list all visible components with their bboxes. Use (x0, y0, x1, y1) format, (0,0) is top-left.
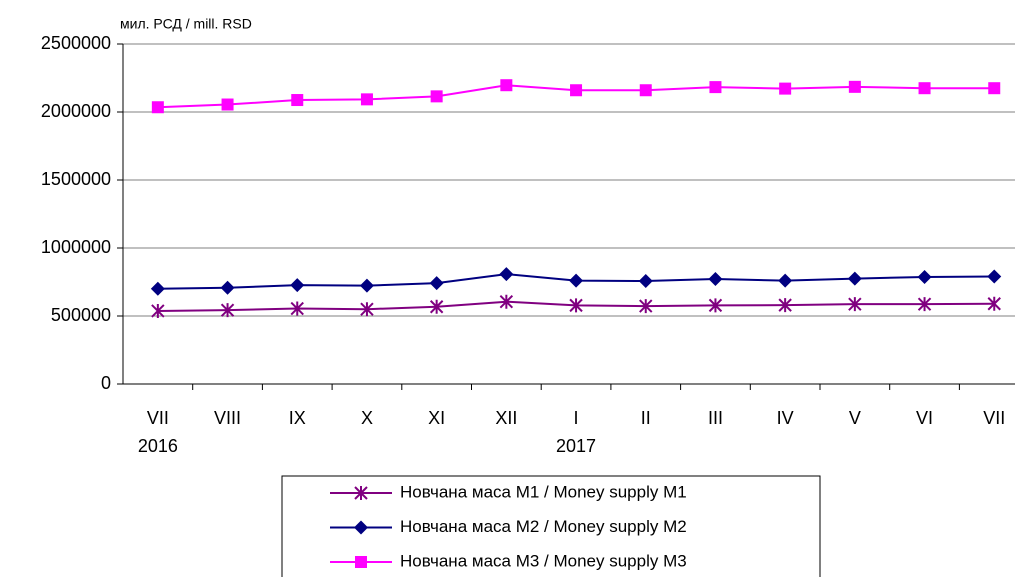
marker (987, 296, 1001, 311)
marker (917, 297, 932, 312)
marker (290, 278, 305, 293)
marker (359, 278, 374, 293)
marker (847, 271, 862, 286)
marker (220, 303, 235, 318)
marker (290, 301, 304, 316)
marker (221, 98, 234, 111)
x-tick-label: I (574, 408, 579, 428)
year-label: 2016 (138, 436, 178, 456)
x-tick-label: VII (983, 408, 1005, 428)
marker (151, 303, 165, 318)
marker (639, 299, 653, 314)
legend-marker (354, 520, 368, 535)
y-tick-label: 1000000 (41, 237, 111, 257)
x-tick-label: IX (289, 408, 306, 428)
y-tick-label: 1500000 (41, 169, 111, 189)
marker (499, 294, 514, 309)
marker (778, 273, 793, 288)
x-tick-label: VI (916, 408, 933, 428)
marker (360, 302, 374, 317)
y-tick-label: 0 (101, 373, 111, 393)
marker (499, 267, 514, 282)
y-tick-label: 2500000 (41, 33, 111, 53)
x-tick-label: V (849, 408, 861, 428)
marker (988, 82, 1001, 95)
x-tick-label: VII (147, 408, 169, 428)
marker (778, 298, 792, 313)
marker (569, 273, 584, 288)
x-tick-label: XII (495, 408, 517, 428)
marker (429, 299, 444, 314)
legend-label: Новчана маса М3 / Money supply M3 (400, 551, 687, 570)
marker (709, 81, 722, 94)
marker (708, 272, 723, 287)
y-tick-label: 500000 (51, 305, 111, 325)
x-tick-label: VIII (214, 408, 241, 428)
marker (638, 274, 653, 289)
marker (220, 280, 235, 295)
marker (918, 82, 931, 95)
marker (429, 276, 444, 291)
y-tick-label: 2000000 (41, 101, 111, 121)
marker (848, 297, 862, 312)
marker (639, 84, 652, 97)
x-tick-label: XI (428, 408, 445, 428)
marker (430, 90, 443, 103)
marker (917, 269, 932, 284)
legend-label: Новчана маса М1 / Money supply M1 (400, 482, 687, 501)
marker (570, 84, 583, 97)
x-tick-label: II (641, 408, 651, 428)
x-tick-label: IV (777, 408, 794, 428)
legend-label: Новчана маса М2 / Money supply M2 (400, 517, 687, 536)
marker (360, 93, 373, 106)
legend-marker (355, 556, 367, 568)
year-label: 2017 (556, 436, 596, 456)
x-tick-label: III (708, 408, 723, 428)
marker (848, 80, 861, 93)
marker (779, 82, 792, 95)
marker (500, 79, 513, 92)
marker (708, 298, 723, 313)
marker (150, 281, 165, 296)
unit-label: мил. РСД / mill. RSD (120, 16, 252, 32)
legend-marker (354, 486, 368, 500)
marker (987, 269, 1002, 284)
marker (151, 101, 164, 114)
marker (569, 298, 583, 313)
x-tick-label: X (361, 408, 373, 428)
marker (291, 94, 304, 107)
